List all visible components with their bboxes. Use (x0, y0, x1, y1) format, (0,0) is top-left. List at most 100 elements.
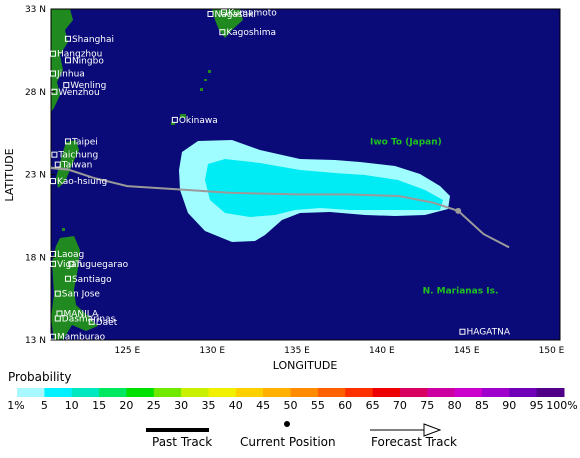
current-position-label: Current Position (240, 435, 336, 449)
probability-color-swatch (44, 388, 73, 397)
probability-title: Probability (8, 370, 72, 384)
city-marker-icon (54, 161, 61, 168)
probability-scale-label: 100% (546, 399, 578, 412)
city-marker-icon (64, 275, 71, 282)
city-label: Laoag (57, 250, 84, 260)
forecast-track-line (67, 168, 510, 249)
ryukyu-islet-3 (208, 70, 211, 73)
city-label: Wenzhou (58, 88, 99, 98)
probability-scale-label: 1% (7, 399, 25, 412)
forecast-track-label: Forecast Track (371, 435, 457, 449)
city-label: Dasmarinas (62, 314, 116, 324)
region-labels: Iwo To (Japan) N. Marianas Is. (370, 138, 498, 297)
probability-scale-label: 55 (310, 399, 325, 412)
city-label: Nagasaki (214, 10, 255, 20)
city-label: Daet (96, 318, 118, 328)
probability-color-swatch (181, 388, 209, 397)
probability-scale-label: 65 (365, 399, 380, 412)
region-label: N. Marianas Is. (423, 287, 499, 297)
city-label: Tuguegarao (74, 260, 128, 270)
city-marker-icon (459, 328, 466, 335)
city-marker-icon (221, 9, 228, 16)
probability-scale-label: 30 (174, 399, 189, 412)
probability-color-scale (17, 388, 565, 397)
city-marker-icon (64, 35, 71, 42)
city-marker-icon (54, 315, 61, 322)
probability-color-swatch (372, 388, 401, 397)
probability-scale-label: 5 (40, 399, 48, 412)
longitude-tick-label: 135 E (284, 346, 310, 356)
axis-ticks: 33 N 28 N 23 N 18 N 13 N 125 E 130 E 135 E 140 E… (25, 5, 565, 356)
probability-color-swatch (71, 388, 100, 397)
probability-color-swatch (126, 388, 155, 397)
city-marker-icon (50, 50, 56, 57)
city-label: Vigan (57, 260, 82, 270)
city-label: Shanghai (72, 35, 114, 45)
ryukyu-islet-2 (204, 79, 207, 81)
probability-scale-label: 85 (475, 399, 489, 412)
probability-scale-label: 95 (529, 399, 544, 412)
latitude-tick-label: 33 N (25, 5, 46, 15)
ryukyu-islet-1 (200, 88, 203, 91)
city-label: Hangzhou (57, 50, 102, 60)
probability-color-swatch (482, 388, 510, 397)
city-marker-icon (50, 178, 56, 185)
city-marker-icon (50, 250, 56, 257)
probability-swath (179, 140, 450, 242)
city-label: Kumamoto (228, 8, 277, 18)
city-label: Kao-hsiung (57, 177, 107, 187)
current-position-symbol (284, 421, 290, 427)
city-marker-icon (219, 29, 226, 36)
past-track-line (50, 166, 69, 171)
city-marker-icon (50, 70, 56, 77)
probability-scale-label: 70 (392, 399, 407, 412)
probability-scale-label: 60 (338, 399, 353, 412)
city-marker-icon (51, 151, 58, 158)
city-marker-icon (64, 57, 71, 64)
latitude-tick-label: 28 N (25, 88, 46, 98)
longitude-axis-title: LONGITUDE (273, 359, 338, 372)
city-label: San Jose (62, 290, 101, 300)
past-track-label: Past Track (152, 435, 213, 449)
probability-scale-label: 25 (146, 399, 161, 412)
probability-color-swatch (263, 388, 291, 397)
probability-scale-label: 90 (502, 399, 517, 412)
probability-scale-label: 35 (201, 399, 216, 412)
city-label: Taipei (71, 137, 98, 147)
probability-color-swatch (509, 388, 538, 397)
latitude-tick-label: 13 N (25, 336, 46, 346)
probability-scale-label: 10 (64, 399, 79, 412)
city-label: Jinhua (56, 70, 85, 80)
city-marker-icon (171, 116, 178, 123)
latitude-tick-label: 18 N (25, 253, 46, 263)
ryukyu-islet-4 (171, 122, 175, 125)
forecast-arrow-head (423, 423, 442, 437)
city-marker-icon (207, 10, 214, 17)
luzon-island (51, 236, 98, 340)
probability-scale-label: 20 (119, 399, 134, 412)
latitude-axis-title: LATITUDE (3, 148, 16, 201)
probability-color-swatch (99, 388, 127, 397)
probability-color-swatch (290, 388, 319, 397)
probability-scale-label: 50 (283, 399, 298, 412)
city-label: Taichung (57, 151, 98, 161)
region-label: Iwo To (Japan) (370, 138, 442, 148)
probability-scale-label: 15 (92, 399, 107, 412)
city-label: Wenling (70, 81, 106, 91)
city-label: Kagoshima (226, 28, 276, 38)
probability-contour-10 (205, 159, 443, 217)
latitude-tick-label: 23 N (25, 171, 46, 181)
city-label: Mamburao (57, 333, 106, 343)
probability-color-swatch (399, 388, 428, 397)
city-label: Ningbo (72, 56, 104, 66)
probability-scale-label: 40 (228, 399, 243, 412)
city-marker-icon (54, 290, 61, 297)
probability-color-swatch (345, 388, 374, 397)
batanes-islet (62, 228, 65, 231)
probability-color-swatch (208, 388, 237, 397)
probability-color-swatch (235, 388, 264, 397)
longitude-tick-label: 140 E (369, 346, 395, 356)
longitude-tick-label: 145 E (454, 346, 480, 356)
